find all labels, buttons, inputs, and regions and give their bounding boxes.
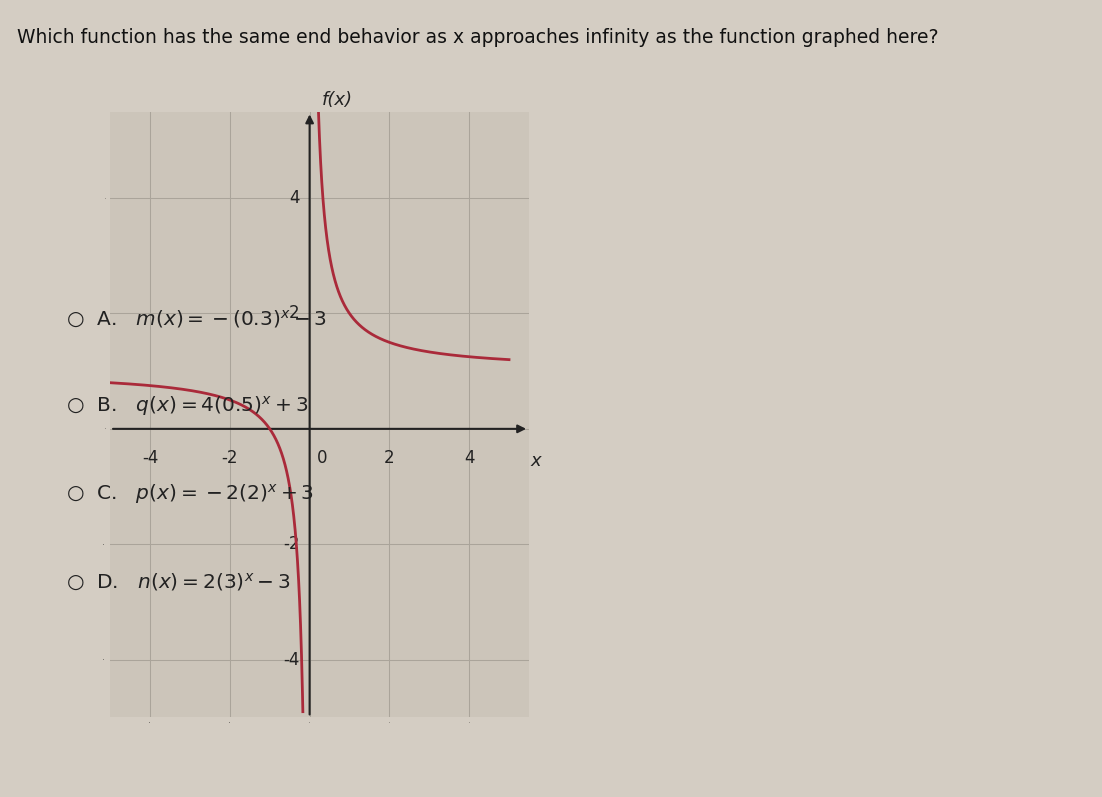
Text: 2: 2: [385, 449, 395, 467]
Text: 4: 4: [289, 189, 300, 207]
Text: 4: 4: [464, 449, 474, 467]
Text: 0: 0: [316, 449, 327, 467]
Text: 2: 2: [289, 304, 300, 323]
Text: -2: -2: [222, 449, 238, 467]
Text: Which function has the same end behavior as x approaches infinity as the functio: Which function has the same end behavior…: [17, 28, 938, 47]
Text: $\bigcirc$  B.   $q(x) = 4(0.5)^{x} + 3$: $\bigcirc$ B. $q(x) = 4(0.5)^{x} + 3$: [66, 395, 309, 418]
Text: $\bigcirc$  C.   $p(x) = -2(2)^{x} + 3$: $\bigcirc$ C. $p(x) = -2(2)^{x} + 3$: [66, 482, 314, 506]
Text: $\bigcirc$  D.   $n(x) = 2(3)^{x} - 3$: $\bigcirc$ D. $n(x) = 2(3)^{x} - 3$: [66, 571, 291, 593]
Text: x: x: [531, 452, 541, 470]
Text: $\bigcirc$  A.   $m(x) = -(0.3)^{x} - 3$: $\bigcirc$ A. $m(x) = -(0.3)^{x} - 3$: [66, 308, 327, 330]
Text: f(x): f(x): [322, 91, 353, 108]
Text: -4: -4: [283, 650, 300, 669]
Text: -2: -2: [283, 536, 300, 553]
Text: -4: -4: [142, 449, 159, 467]
